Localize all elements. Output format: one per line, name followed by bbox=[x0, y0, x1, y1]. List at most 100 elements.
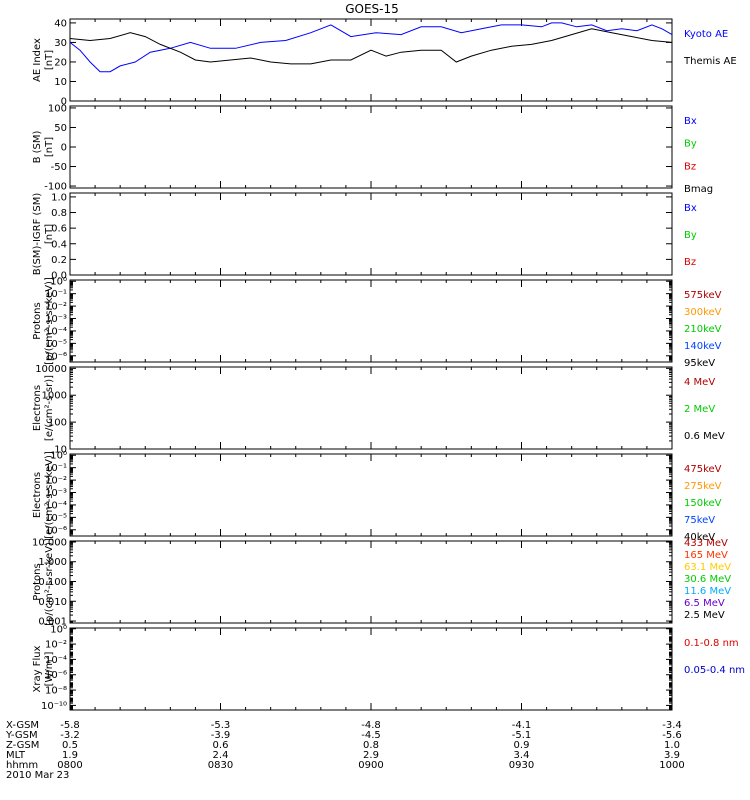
y-tick-label: 0.6 bbox=[51, 224, 67, 235]
legend-entry: Bx bbox=[684, 116, 697, 127]
y-tick-label: -100 bbox=[44, 182, 67, 193]
x-row-value: 1.9 bbox=[62, 750, 78, 761]
y-axis-label: Xray Flux bbox=[32, 645, 43, 692]
x-row-value: 3.4 bbox=[514, 750, 530, 761]
y-axis-label: [e/(cm²-s-sr-keV)] bbox=[44, 451, 55, 539]
y-tick-label: 10⁻² bbox=[45, 476, 67, 487]
y-tick-label: 10⁻¹⁰ bbox=[41, 701, 67, 712]
y-axis-label: Electrons bbox=[32, 385, 43, 431]
y-tick-label: 1.000 bbox=[38, 557, 67, 568]
x-row-value: -5.3 bbox=[211, 720, 231, 731]
x-row-value: 3.9 bbox=[664, 750, 680, 761]
y-tick-label: 10⁻⁴ bbox=[45, 500, 67, 511]
legend-entry: 0.1-0.8 nm bbox=[684, 638, 739, 649]
legend-entry: 140keV bbox=[684, 341, 722, 352]
y-tick-label: 30 bbox=[54, 38, 67, 49]
y-tick-label: 10000 bbox=[35, 364, 67, 375]
panel-frame bbox=[69, 540, 673, 624]
y-tick-label: 10⁻⁶ bbox=[45, 351, 67, 362]
series-line-themis-ae bbox=[69, 28, 673, 65]
x-row-value: -5.8 bbox=[60, 720, 80, 731]
y-tick-label: 10⁰ bbox=[50, 277, 67, 288]
x-row-name: X-GSM bbox=[6, 720, 39, 731]
x-row-value: 0.5 bbox=[62, 740, 78, 751]
legend-entry: 2.5 MeV bbox=[684, 610, 725, 621]
y-axis-label: [nT] bbox=[44, 137, 55, 157]
x-axis-labels: X-GSM -5.8 -5.3 -4.8 -4.1 -3.4 Y-GSM -3.2 -3.9 -4… bbox=[5, 720, 685, 781]
panel-protons-high: 0.001 0.010 0.100 1.000 10.000 Protons [p/(cm²… bbox=[32, 537, 731, 627]
legend-entry: 475keV bbox=[684, 464, 722, 475]
x-row-name: Y-GSM bbox=[5, 730, 38, 741]
y-tick-label: 10⁰ bbox=[50, 624, 67, 635]
legend-entry: 95keV bbox=[684, 358, 715, 369]
legend-entry: 0.6 MeV bbox=[684, 431, 725, 442]
plot-date: 2010 Mar 23 bbox=[6, 770, 69, 781]
x-row-value: 0.6 bbox=[213, 740, 229, 751]
y-axis-label: [e/(cm²-s-sr)] bbox=[44, 375, 55, 441]
x-row-value: -5.6 bbox=[662, 730, 682, 741]
panel-electrons-high: 10 100 1000 10000 Electrons [e/(cm²-s-sr)] 4 M… bbox=[32, 364, 725, 456]
y-axis-label: [p/(cm²-s-sr-keV)] bbox=[44, 538, 55, 626]
legend-entry: Themis AE bbox=[683, 56, 737, 67]
y-tick-label: 10⁻⁵ bbox=[45, 339, 67, 350]
y-tick-label: 10⁻⁴ bbox=[45, 655, 67, 666]
y-tick-label: 10⁻¹ bbox=[45, 463, 67, 474]
y-axis-label: B(SM)-IGRF (SM) bbox=[32, 193, 43, 276]
x-row-name: hhmm bbox=[6, 760, 38, 771]
y-tick-label: 40 bbox=[54, 18, 67, 29]
y-tick-label: 10⁻² bbox=[45, 302, 67, 313]
y-tick-label: 10⁰ bbox=[50, 451, 67, 462]
legend-entry: By bbox=[684, 230, 697, 241]
y-axis-label: Protons bbox=[32, 302, 43, 339]
x-row-value: -3.9 bbox=[211, 730, 231, 741]
legend-entry: 11.6 MeV bbox=[684, 586, 731, 597]
y-tick-label: 100 bbox=[48, 418, 67, 429]
x-row-value: -4.8 bbox=[361, 720, 381, 731]
y-tick-label: 10⁻³ bbox=[45, 314, 67, 325]
legend-entry: 210keV bbox=[684, 324, 722, 335]
y-tick-label: 0.4 bbox=[51, 239, 67, 250]
panel-b-sm: -100 -50 0 50 100 B (SM) [nT] Bx By Bz Bmag bbox=[32, 103, 713, 195]
y-tick-label: 0.100 bbox=[38, 577, 67, 588]
x-row-value: 0830 bbox=[208, 760, 233, 771]
panel-ae: 0 10 20 30 40 AE Index [nT] Kyoto AE Themis AE bbox=[32, 18, 737, 107]
x-row-value: 0.9 bbox=[514, 740, 530, 751]
y-tick-label: 1000 bbox=[42, 391, 67, 402]
y-tick-label: 1.0 bbox=[51, 192, 67, 203]
x-row-value: -4.5 bbox=[361, 730, 381, 741]
y-tick-label: 10⁻² bbox=[45, 640, 67, 651]
y-tick-label: -50 bbox=[51, 162, 67, 173]
x-row-value: 1000 bbox=[659, 760, 684, 771]
y-axis-label: [nT] bbox=[44, 224, 55, 244]
y-tick-label: 50 bbox=[54, 123, 67, 134]
x-row-value: 2.9 bbox=[363, 750, 379, 761]
legend-entry: Bz bbox=[684, 257, 696, 268]
panel-frame bbox=[69, 366, 673, 450]
legend-entry: 40keV bbox=[684, 532, 715, 543]
y-tick-label: 10 bbox=[54, 77, 67, 88]
y-tick-label: 20 bbox=[54, 57, 67, 68]
legend-entry: 275keV bbox=[684, 481, 722, 492]
legend-entry: 30.6 MeV bbox=[684, 574, 731, 585]
legend-entry: 6.5 MeV bbox=[684, 598, 725, 609]
y-tick-label: 0.010 bbox=[38, 597, 67, 608]
y-tick-label: 0.8 bbox=[51, 208, 67, 219]
x-row-value: 0930 bbox=[509, 760, 534, 771]
y-tick-label: 100 bbox=[48, 103, 67, 114]
x-row-name: Z-GSM bbox=[6, 740, 39, 751]
y-tick-label: 10⁻⁶ bbox=[45, 670, 67, 681]
y-tick-label: 0 bbox=[61, 97, 67, 108]
y-axis-label: [nT] bbox=[44, 50, 55, 70]
legend-entry: 300keV bbox=[684, 307, 722, 318]
y-axis-label: AE Index bbox=[32, 38, 43, 82]
y-axis-label: Electrons bbox=[32, 472, 43, 518]
x-row-value: 2.4 bbox=[213, 750, 229, 761]
y-tick-label: 0 bbox=[61, 143, 67, 154]
legend-entry: 63.1 MeV bbox=[684, 562, 731, 573]
y-tick-label: 10⁻⁶ bbox=[45, 525, 67, 536]
legend-entry: Bmag bbox=[684, 184, 713, 195]
y-tick-label: 10.000 bbox=[32, 537, 67, 548]
legend-entry: 165 MeV bbox=[684, 550, 728, 561]
